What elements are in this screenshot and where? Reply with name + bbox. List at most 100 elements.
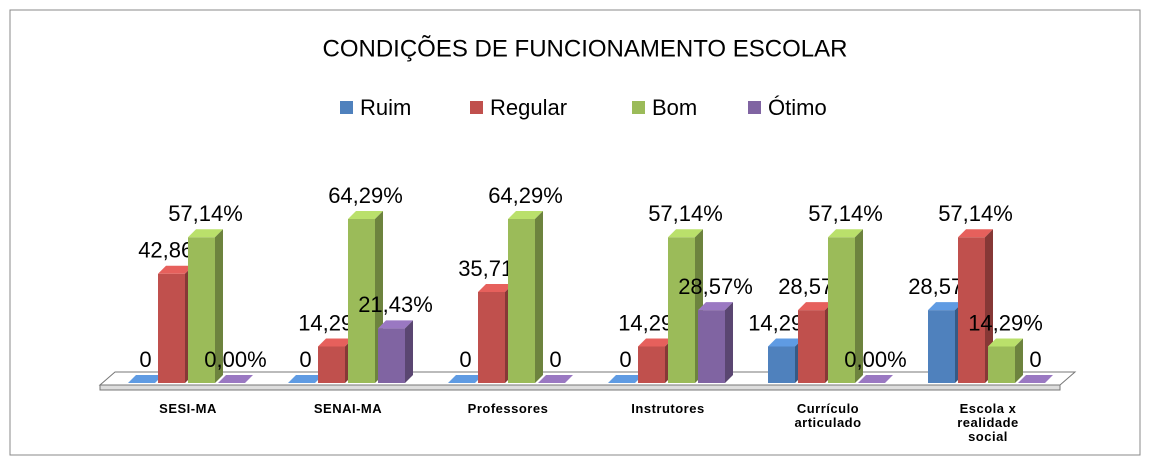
data-label: 57,14% [648,201,723,226]
bar [798,302,833,383]
bar [288,375,323,383]
bar-front [478,291,505,383]
data-label: 57,14% [808,201,883,226]
x-tick-label: Instrutores [631,401,705,416]
bar [988,338,1023,383]
bar [218,375,253,383]
bar-top [828,229,863,238]
bar-top [798,302,833,311]
bar-side [535,211,543,383]
data-label: 0,00% [204,347,266,372]
bar-front [828,237,855,383]
bar-front [768,346,795,383]
data-label: 0,00% [844,347,906,372]
legend-label: Ótimo [768,95,827,120]
bar [1018,375,1053,383]
bar-top [538,375,573,383]
legend-swatch [470,101,483,114]
bar-top [668,229,703,238]
data-label: 0 [619,347,631,372]
x-tick-label: Professores [467,401,549,416]
bar [928,302,963,383]
bar-side [1015,338,1023,383]
bar-side [725,302,733,383]
data-label: 28,57% [678,274,753,299]
bar-top [988,338,1023,347]
bar [448,375,483,383]
bar-top [188,229,223,238]
bar-top [958,229,993,238]
bar-top [318,338,353,347]
bar-top [638,338,673,347]
bar [478,283,513,383]
bar [158,265,193,383]
data-label: 14,29% [968,310,1043,335]
bar-front [958,237,985,383]
bar-front [668,237,695,383]
bar-front [508,219,535,383]
bar-top [448,375,483,383]
bar [828,229,863,383]
floor-edge [99,384,1061,391]
data-label: 0 [139,347,151,372]
legend-swatch [632,101,645,114]
data-label: 0 [299,347,311,372]
bar [608,375,643,383]
bar-top [698,302,733,311]
x-tick-label: Currículo articulado [794,401,862,430]
bar [958,229,993,383]
bar-top [1018,375,1053,383]
data-label: 57,14% [938,201,1013,226]
bar-front [798,310,825,383]
bar-top [508,211,543,220]
legend-swatch [748,101,761,114]
data-label: 64,29% [488,183,563,208]
legend-label: Bom [652,95,697,120]
legend-label: Regular [490,95,567,120]
x-tick-label: SESI-MA [159,401,217,416]
chart-title: CONDIÇÕES DE FUNCIONAMENTO ESCOLAR [323,34,848,62]
bar [188,229,223,383]
bar-top [478,283,513,292]
bar-top [288,375,323,383]
bar-front [158,273,185,383]
legend-swatch [340,101,353,114]
bar [128,375,163,383]
bar-front [988,346,1015,383]
bar-front [318,346,345,383]
bar-top [858,375,893,383]
data-label: 0 [459,347,471,372]
x-tick-label: Escola x realidade social [957,401,1019,444]
bar-top [608,375,643,383]
bar-top [348,211,383,220]
bar-top [218,375,253,383]
bar-top [928,302,963,311]
bar-side [215,229,223,383]
data-label: 0 [1029,347,1041,372]
bar-front [698,310,725,383]
bar-top [378,320,413,329]
bar-side [855,229,863,383]
bar [698,302,733,383]
data-label: 0 [549,347,561,372]
bar [638,338,673,383]
bar-top [128,375,163,383]
data-label: 57,14% [168,201,243,226]
bar-front [378,328,405,383]
bar [318,338,353,383]
x-tick-label: SENAI-MA [313,401,383,416]
legend-label: Ruim [360,95,411,120]
bar-top [158,265,193,274]
bar-side [405,320,413,383]
data-label: 21,43% [358,292,433,317]
bar-top [768,338,803,347]
bar-front [928,310,955,383]
bar [538,375,573,383]
bar [378,320,413,383]
bar-front [348,219,375,383]
bar [668,229,703,383]
bar [768,338,803,383]
bar-front [188,237,215,383]
